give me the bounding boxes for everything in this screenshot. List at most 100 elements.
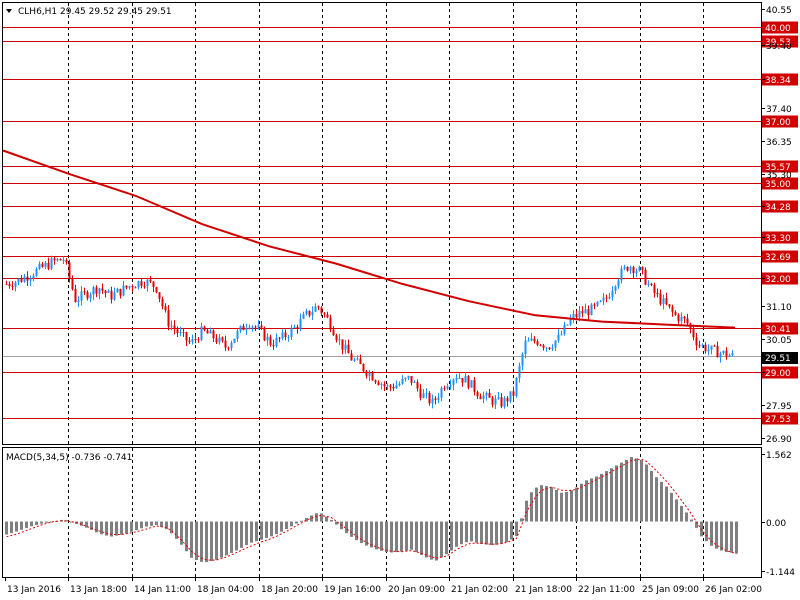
candle-body xyxy=(32,275,35,279)
candle-body xyxy=(47,262,50,269)
candle-body xyxy=(266,336,269,341)
candle-body xyxy=(89,294,92,299)
candle-body xyxy=(431,398,434,404)
candle-body xyxy=(728,355,731,357)
macd-bar xyxy=(595,476,598,522)
macd-bar xyxy=(505,521,508,543)
candle-body xyxy=(680,316,683,322)
level-label: 35.57 xyxy=(765,163,791,173)
candle-body xyxy=(335,335,338,341)
candle-body xyxy=(500,397,503,407)
time-axis: 13 Jan 2016 13 Jan 18:00 14 Jan 11:00 18 Ja… xyxy=(5,577,762,595)
candle-body xyxy=(197,339,200,341)
level-badge xyxy=(762,200,798,213)
candle-body xyxy=(455,378,458,380)
macd-bar xyxy=(130,521,133,532)
candle-body xyxy=(551,347,554,350)
macd-bar xyxy=(570,490,573,522)
time-label: 21 Jan 02:00 xyxy=(451,585,508,595)
candle-body xyxy=(554,340,557,348)
macd-bar xyxy=(105,521,108,536)
macd-bar xyxy=(555,489,558,522)
macd-bar xyxy=(320,513,323,522)
candle-body xyxy=(578,311,581,318)
level-label: 29.00 xyxy=(765,369,791,379)
macd-bar xyxy=(350,521,353,537)
price-tick-label: 36.35 xyxy=(766,138,792,148)
candle-body xyxy=(413,381,416,383)
candle-body xyxy=(650,283,653,286)
candle-body xyxy=(497,397,500,399)
candle-body xyxy=(212,330,215,339)
macd-bar xyxy=(310,515,313,522)
macd-bar xyxy=(515,521,518,537)
candle-body xyxy=(347,344,350,354)
macd-bar xyxy=(165,521,168,530)
macd-bar xyxy=(160,521,163,527)
candle-body xyxy=(386,385,389,387)
candle-body xyxy=(173,325,176,330)
level-badge xyxy=(762,35,798,48)
candle-body xyxy=(518,365,521,379)
macd-bar xyxy=(90,521,93,530)
candle-body xyxy=(200,326,203,341)
candle-body xyxy=(149,279,152,282)
macd-bar xyxy=(260,521,263,540)
macd-header: MACD(5,34,5) -0.736 -0.741 xyxy=(6,453,132,463)
candle-body xyxy=(575,314,578,318)
time-label: 13 Jan 2016 xyxy=(7,585,61,595)
macd-bar xyxy=(485,521,488,545)
main-panel-frame xyxy=(2,2,762,445)
macd-bar xyxy=(475,521,478,543)
candle-body xyxy=(20,278,23,282)
macd-bar xyxy=(470,521,473,542)
macd-bar xyxy=(225,521,228,556)
macd-bar xyxy=(730,521,733,553)
candle-body xyxy=(263,327,266,341)
macd-tick-label: -1.144 xyxy=(766,568,795,578)
candle-body xyxy=(485,392,488,396)
candle-body xyxy=(281,332,284,339)
candle-body xyxy=(35,268,38,276)
candle-body xyxy=(665,298,668,305)
level-badge xyxy=(762,21,798,34)
triangle-down-icon[interactable] xyxy=(6,9,12,13)
candle-body xyxy=(224,340,227,348)
time-label: 13 Jan 18:00 xyxy=(70,585,127,595)
macd-bar xyxy=(205,521,208,563)
macd-bar xyxy=(550,487,553,522)
macd-bar xyxy=(425,521,428,558)
macd-bar xyxy=(660,481,663,522)
level-label: 32.00 xyxy=(765,275,791,285)
candle-body xyxy=(380,384,383,386)
candle-body xyxy=(26,276,29,281)
macd-bar xyxy=(65,520,68,522)
moving-average xyxy=(2,149,736,329)
ma-line xyxy=(2,149,736,329)
candle-body xyxy=(443,388,446,390)
macd-bar xyxy=(480,521,483,544)
candle-body xyxy=(161,298,164,307)
candle-body xyxy=(587,309,590,316)
candle-body xyxy=(629,267,632,271)
candle-body xyxy=(188,340,191,342)
candle-body xyxy=(185,332,188,341)
price-tick-label: 27.95 xyxy=(766,402,792,412)
candle-body xyxy=(368,373,371,376)
candle-body xyxy=(446,386,449,389)
macd-bar xyxy=(15,521,18,532)
macd-bar xyxy=(185,521,188,552)
candle-body xyxy=(581,311,584,314)
candle-body xyxy=(107,290,110,293)
candle-body xyxy=(512,391,515,396)
candle-body xyxy=(302,314,305,319)
macd-bar xyxy=(40,521,43,524)
level-badge xyxy=(762,177,798,190)
macd-bar xyxy=(455,521,458,547)
candle-body xyxy=(461,378,464,383)
candle-body xyxy=(299,318,302,329)
macd-bar xyxy=(5,521,8,535)
candle-body xyxy=(611,290,614,297)
macd-bar xyxy=(170,521,173,534)
